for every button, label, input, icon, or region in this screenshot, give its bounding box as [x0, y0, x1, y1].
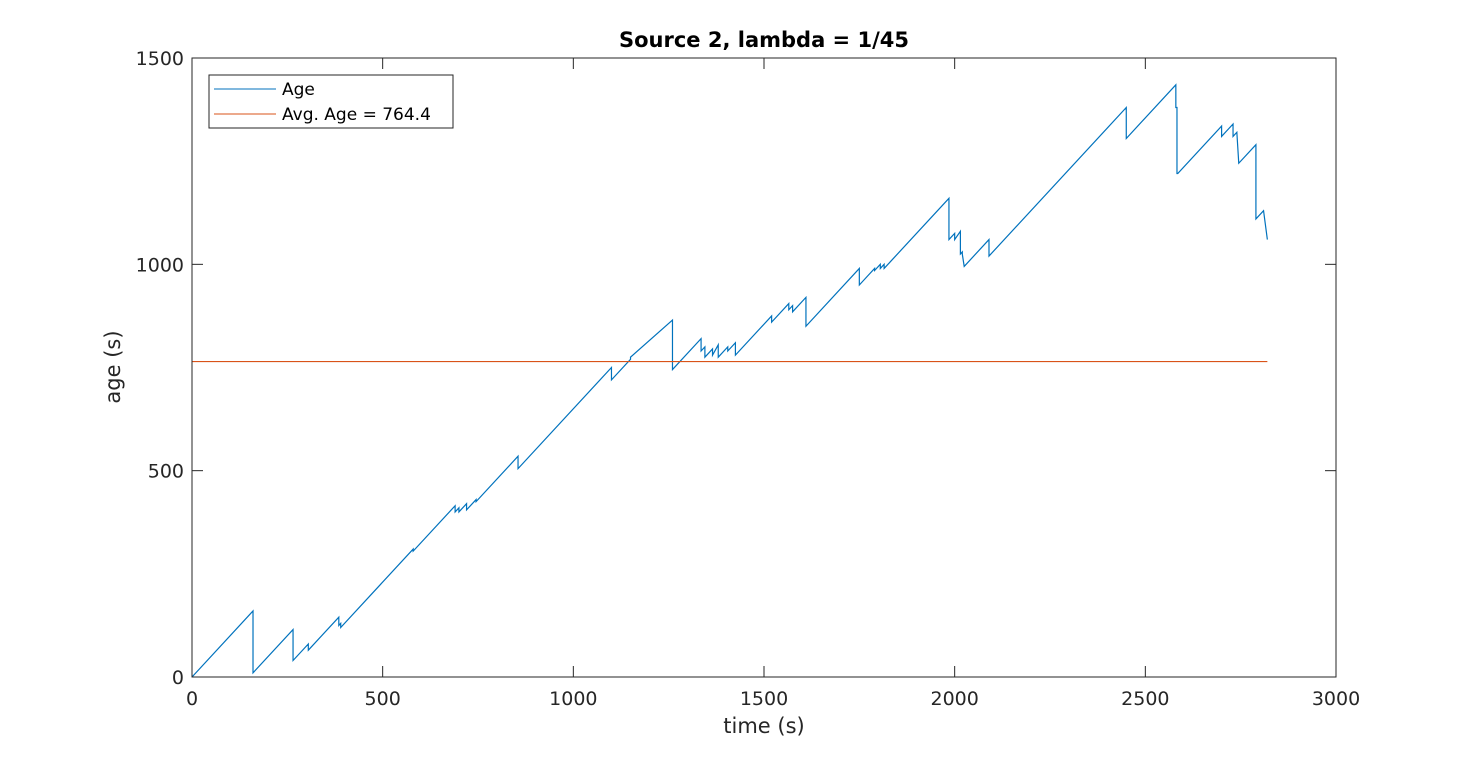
chart-title: Source 2, lambda = 1/45 [619, 28, 909, 52]
x-axis-label: time (s) [723, 714, 804, 738]
x-tick-label: 2500 [1121, 688, 1169, 710]
x-tick-label: 0 [186, 688, 198, 710]
x-tick-label: 1000 [549, 688, 597, 710]
x-tick-label: 3000 [1312, 688, 1360, 710]
x-tick-label: 1500 [740, 688, 788, 710]
plot-area-background [192, 58, 1336, 677]
legend-entry-age: Age [282, 80, 315, 100]
y-tick-label: 0 [172, 667, 184, 689]
y-tick-label: 1500 [136, 48, 184, 70]
y-tick-label: 500 [148, 461, 184, 483]
axes-layer: 0 500 1000 1500 2000 2500 3000 0 500 1000 1500 [136, 48, 1361, 710]
series-layer [191, 83, 1268, 678]
y-axis-label: age (s) [101, 330, 125, 403]
x-tick-label: 2000 [930, 688, 978, 710]
y-tick-label: 1000 [136, 254, 184, 276]
legend-entry-avg-age: Avg. Age = 764.4 [282, 105, 431, 125]
legend: Age Avg. Age = 764.4 [208, 74, 454, 129]
legend-box [208, 74, 454, 129]
x-tick-label: 500 [365, 688, 401, 710]
series-line-0 [191, 83, 1268, 678]
